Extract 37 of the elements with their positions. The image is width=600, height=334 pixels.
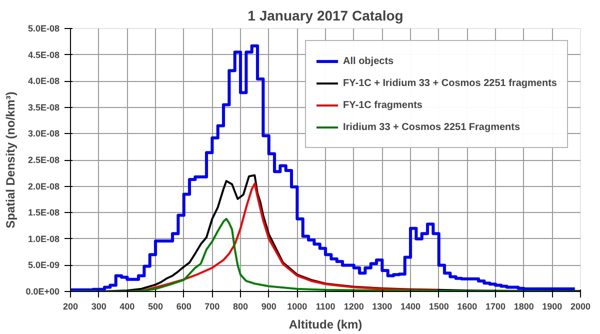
legend-label: FY-1C + Iridium 33 + Cosmos 2251 fragments [343,78,557,88]
y-tick-label: 0.0E+00 [26,286,60,296]
x-tick-label: 300 [91,302,106,312]
x-tick-label: 1600 [457,302,478,312]
y-tick-label: 3.5E-08 [28,102,60,112]
y-tick-label: 2.0E-08 [28,181,60,192]
x-tick-label: 700 [204,302,220,312]
x-tick-label: 500 [148,302,164,312]
x-tick-label: 200 [62,302,78,312]
x-tick-label: 1000 [287,302,308,312]
y-tick-label: 1.5E-08 [28,208,60,218]
x-tick-label: 1500 [428,302,449,312]
x-tick-label: 600 [176,302,192,312]
x-tick-label: 1300 [372,302,392,312]
legend-label: Iridium 33 + Cosmos 2251 Fragments [343,122,520,132]
y-tick-label: 1.0E-08 [28,234,60,244]
x-tick-label: 2000 [570,302,591,312]
y-axis-title: Spatial Density (no/km³) [4,92,18,228]
y-tick-label: 5.0E-09 [28,260,60,270]
y-tick-label: 4.0E-08 [28,76,60,86]
x-tick-label: 800 [232,302,248,312]
x-tick-label: 900 [261,302,276,312]
y-tick-label: 2.5E-08 [28,155,60,165]
x-tick-label: 1200 [344,302,364,312]
x-tick-label: 400 [120,302,135,312]
y-tick-label: 5.0E-08 [28,24,60,34]
x-tick-label: 1900 [542,302,562,312]
y-tick-label: 4.5E-08 [28,50,60,60]
x-axis-title: Altitude (km) [288,318,362,332]
x-tick-label: 1700 [485,302,506,312]
legend-label: FY-1C fragments [343,100,422,110]
x-tick-label: 1400 [400,302,421,312]
legend-label: All objects [343,56,394,66]
x-tick-label: 1100 [316,302,336,312]
y-tick-label: 3.0E-08 [28,128,60,139]
chart-title: 1 January 2017 Catalog [248,8,404,24]
x-tick-label: 1800 [514,302,534,312]
